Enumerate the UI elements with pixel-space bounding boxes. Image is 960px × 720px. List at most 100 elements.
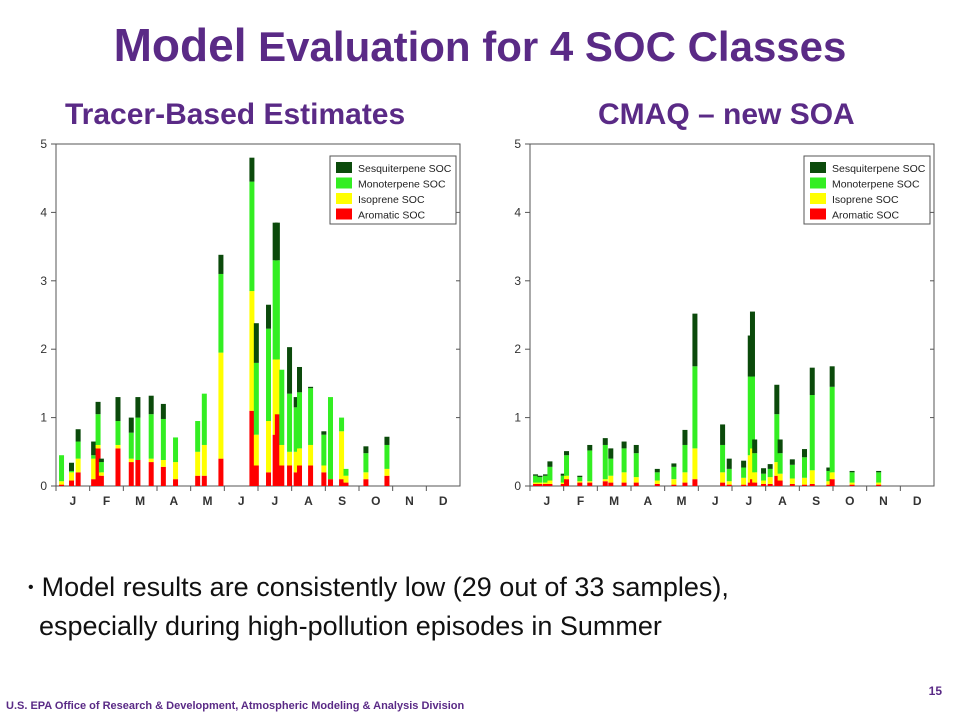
bar-segment-aromatic-soc [363, 479, 369, 486]
bar-segment-sesquiterpene-soc [218, 254, 224, 274]
x-month-label: N [405, 494, 414, 508]
bar-segment-isoprene-soc [537, 482, 543, 484]
x-month-label: M [677, 494, 687, 508]
bar-segment-monoterpene-soc [75, 441, 81, 459]
bar-segment-sesquiterpene-soc [826, 467, 832, 471]
bar-segment-monoterpene-soc [752, 453, 758, 473]
bar-segment-monoterpene-soc [654, 472, 660, 481]
bar-segment-aromatic-soc [266, 472, 272, 486]
x-month-label: O [371, 494, 380, 508]
bar-segment-aromatic-soc [128, 462, 134, 486]
bar-segment-aromatic-soc [533, 483, 539, 486]
bar-segment-aromatic-soc [253, 465, 259, 486]
bar-segment-monoterpene-soc [749, 376, 755, 449]
x-month-label: J [238, 494, 245, 508]
bar-segment-sesquiterpene-soc [547, 461, 553, 467]
x-month-label: A [778, 494, 787, 508]
bar-segment-isoprene-soc [201, 444, 207, 476]
legend-label: Monoterpene SOC [832, 179, 920, 191]
bar-segment-isoprene-soc [160, 460, 166, 467]
bar-segment-isoprene-soc [266, 421, 272, 473]
bar-segment-sesquiterpene-soc [115, 397, 121, 422]
bar-segment-monoterpene-soc [829, 386, 835, 473]
bar-segment-aromatic-soc [293, 472, 299, 486]
bar-segment-sesquiterpene-soc [777, 439, 783, 454]
bar-segment-aromatic-soc [621, 482, 627, 486]
bar-segment-isoprene-soc [608, 475, 614, 483]
bar-segment-isoprene-soc [274, 359, 280, 415]
bar-segment-monoterpene-soc [173, 437, 179, 463]
slide-title: Model Evaluation for 4 SOC Classes [0, 18, 960, 72]
bar-segment-monoterpene-soc [633, 453, 639, 478]
x-month-label: J [712, 494, 719, 508]
x-month-label: D [439, 494, 448, 508]
bar-segment-monoterpene-soc [68, 470, 74, 473]
bar-segment-monoterpene-soc [115, 421, 121, 445]
chart-tracer-based: 0 1 2 3 4 5 J F M A M J J A S O N D Sesquiterpene SOC Monot… [40, 137, 461, 508]
bar-segment-sesquiterpene-soc [274, 222, 280, 261]
bar-segment-isoprene-soc [542, 482, 548, 484]
bar-segment-aromatic-soc [752, 482, 758, 486]
bar-segment-monoterpene-soc [789, 464, 795, 479]
bar-segment-sesquiterpene-soc [148, 395, 154, 415]
bar-segment-monoterpene-soc [279, 369, 285, 445]
bar-segment-sesquiterpene-soc [68, 462, 74, 471]
bar-segment-monoterpene-soc [287, 393, 293, 452]
y-tick-label: 3 [40, 274, 47, 288]
bar-segment-monoterpene-soc [621, 448, 627, 473]
bullet-dot-icon: • [28, 579, 34, 596]
bar-segment-monoterpene-soc [98, 462, 104, 473]
y-tick-label: 5 [514, 137, 521, 151]
bar-segment-monoterpene-soc [274, 260, 280, 360]
x-month-label: S [812, 494, 820, 508]
legend-swatch [336, 208, 352, 220]
bar-segment-monoterpene-soc [339, 417, 345, 432]
bar-segment-sesquiterpene-soc [749, 311, 755, 377]
bar-segment-sesquiterpene-soc [726, 458, 732, 469]
bar-segment-isoprene-soc [621, 472, 627, 483]
bar-segment-monoterpene-soc [682, 444, 688, 473]
bar-segment-monoterpene-soc [266, 328, 272, 422]
bar-segment-isoprene-soc [560, 482, 566, 484]
x-month-label: A [643, 494, 652, 508]
bar-segment-aromatic-soc [542, 483, 548, 486]
bar-segment-isoprene-soc [829, 472, 835, 480]
legend-label: Isoprene SOC [832, 194, 899, 206]
bar-segment-sesquiterpene-soc [287, 347, 293, 394]
bar-segment-isoprene-soc [253, 434, 259, 466]
chart-title-tracer: Tracer-Based Estimates [65, 98, 406, 131]
bar-segment-isoprene-soc [533, 482, 539, 484]
x-month-label: O [845, 494, 854, 508]
bar-segment-isoprene-soc [692, 448, 698, 480]
bar-segment-isoprene-soc [726, 481, 732, 485]
bar-segment-monoterpene-soc [826, 470, 832, 482]
bar-segment-isoprene-soc [752, 472, 758, 483]
bar-segment-aromatic-soc [59, 484, 65, 486]
bar-segment-monoterpene-soc [218, 273, 224, 353]
legend-swatch [810, 162, 826, 173]
bar-segment-isoprene-soc [293, 451, 299, 473]
bar-segment-sesquiterpene-soc [308, 386, 314, 389]
bar-segment-aromatic-soc [682, 482, 688, 486]
bar-segment-sesquiterpene-soc [537, 475, 543, 478]
bar-segment-isoprene-soc [577, 481, 583, 483]
bar-segment-isoprene-soc [128, 458, 134, 463]
y-tick-label: 4 [514, 205, 521, 219]
chart-title-cmaq: CMAQ – new SOA [598, 98, 855, 131]
bar-segment-isoprene-soc [654, 480, 660, 484]
bar-segment-monoterpene-soc [327, 397, 333, 480]
bar-segment-sesquiterpene-soc [293, 397, 299, 408]
bar-segment-sesquiterpene-soc [849, 470, 855, 473]
bar-segment-sesquiterpene-soc [876, 470, 882, 473]
bar-segment-aromatic-soc [741, 484, 747, 486]
legend-label: Monoterpene SOC [358, 179, 446, 191]
bar-segment-aromatic-soc [767, 483, 773, 486]
bar-segment-aromatic-soc [287, 465, 293, 486]
bar-segment-isoprene-soc [115, 444, 121, 449]
x-month-label: M [203, 494, 213, 508]
bar-segment-aromatic-soc [297, 465, 303, 486]
x-month-label: M [609, 494, 619, 508]
bar-segment-monoterpene-soc [602, 444, 608, 480]
x-month-label: J [745, 494, 752, 508]
bar-segment-sesquiterpene-soc [75, 429, 81, 442]
